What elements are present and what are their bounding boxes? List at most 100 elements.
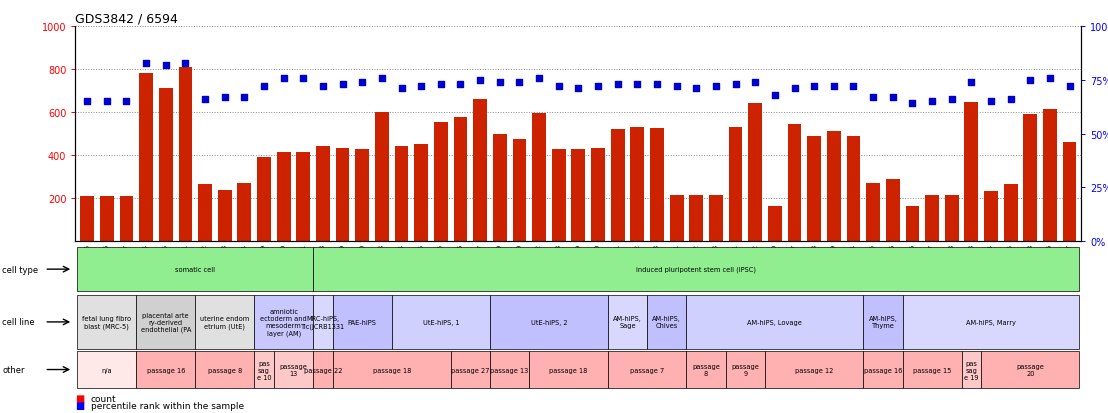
Point	[412, 84, 430, 90]
Point	[687, 86, 705, 93]
Point	[511, 79, 529, 86]
Point	[157, 62, 175, 69]
Point	[176, 60, 194, 66]
Bar	[297, 152, 310, 242]
Point	[295, 75, 312, 82]
Text: passage
20: passage 20	[1016, 363, 1044, 376]
Point	[452, 81, 470, 88]
Text: other: other	[2, 365, 24, 374]
Bar	[748, 104, 762, 242]
Bar	[493, 134, 506, 242]
Bar	[473, 100, 488, 242]
Text: passage 15: passage 15	[913, 367, 952, 373]
Bar	[572, 149, 585, 242]
Text: AM-hiPS, Marry: AM-hiPS, Marry	[966, 319, 1016, 325]
Bar	[905, 206, 920, 242]
Bar	[611, 130, 625, 242]
Text: somatic cell: somatic cell	[175, 266, 215, 273]
Bar	[532, 114, 546, 242]
Text: UtE-hiPS, 2: UtE-hiPS, 2	[531, 319, 567, 325]
Point	[982, 99, 999, 105]
Point	[531, 75, 548, 82]
Point	[275, 75, 293, 82]
Point	[648, 81, 666, 88]
Text: passage 18: passage 18	[550, 367, 587, 373]
Bar	[847, 136, 860, 242]
Text: passage
13: passage 13	[279, 363, 307, 376]
Text: count: count	[91, 394, 116, 403]
Text: placental arte
ry-derived
endothelial (PA: placental arte ry-derived endothelial (P…	[141, 312, 191, 332]
Point	[79, 99, 96, 105]
Text: fetal lung fibro
blast (MRC-5): fetal lung fibro blast (MRC-5)	[82, 316, 132, 329]
Point	[98, 99, 115, 105]
Point	[608, 81, 626, 88]
Point	[884, 95, 902, 101]
Point	[707, 84, 725, 90]
Bar	[158, 89, 173, 242]
Bar	[1063, 143, 1077, 242]
Text: cell line: cell line	[2, 318, 34, 327]
Text: passage
8: passage 8	[692, 363, 720, 376]
Bar	[198, 185, 212, 242]
Bar	[925, 195, 938, 242]
Text: PAE-hiPS: PAE-hiPS	[348, 319, 377, 325]
Point	[903, 101, 921, 107]
Text: percentile rank within the sample: percentile rank within the sample	[91, 401, 244, 410]
Text: amniotic
ectoderm and
mesoderm
layer (AM): amniotic ectoderm and mesoderm layer (AM…	[260, 309, 307, 336]
Text: cell type: cell type	[2, 265, 39, 274]
Bar	[375, 113, 389, 242]
Bar	[630, 128, 644, 242]
Point	[471, 77, 489, 84]
Text: passage 7: passage 7	[630, 367, 665, 373]
Point	[1060, 84, 1078, 90]
Bar	[1024, 115, 1037, 242]
Text: pas
sag
e 10: pas sag e 10	[257, 360, 271, 380]
Text: passage 16: passage 16	[146, 367, 185, 373]
Bar	[984, 191, 998, 242]
Bar	[552, 149, 565, 242]
Point	[550, 84, 567, 90]
Bar	[1004, 185, 1017, 242]
Text: passage
9: passage 9	[731, 363, 759, 376]
Point	[864, 95, 882, 101]
Bar	[866, 184, 880, 242]
Text: passage 13: passage 13	[491, 367, 529, 373]
Point	[491, 79, 509, 86]
Bar	[453, 118, 468, 242]
Bar	[257, 158, 270, 242]
Bar	[100, 197, 114, 242]
Bar	[1043, 109, 1057, 242]
Point	[117, 99, 135, 105]
Point	[334, 81, 351, 88]
Text: passage 18: passage 18	[372, 367, 411, 373]
Point	[255, 84, 273, 90]
Text: induced pluripotent stem cell (iPSC): induced pluripotent stem cell (iPSC)	[636, 266, 757, 273]
Point	[628, 81, 646, 88]
Bar	[768, 206, 782, 242]
Text: uterine endom
etrium (UtE): uterine endom etrium (UtE)	[201, 316, 249, 329]
Point	[236, 95, 254, 101]
Bar	[414, 145, 428, 242]
Point	[923, 99, 941, 105]
Point	[432, 81, 450, 88]
Text: passage 22: passage 22	[304, 367, 342, 373]
Text: n/a: n/a	[102, 367, 112, 373]
Point	[786, 86, 803, 93]
Point	[589, 84, 607, 90]
Bar	[689, 195, 704, 242]
Point	[963, 79, 981, 86]
Bar	[218, 190, 232, 242]
Bar	[237, 184, 252, 242]
Point	[825, 84, 843, 90]
Bar	[729, 128, 742, 242]
Bar	[80, 197, 94, 242]
Bar	[178, 68, 193, 242]
Text: passage 16: passage 16	[864, 367, 902, 373]
Point	[1042, 75, 1059, 82]
Bar	[277, 152, 290, 242]
Text: GDS3842 / 6594: GDS3842 / 6594	[75, 13, 178, 26]
Bar	[336, 148, 349, 242]
Bar	[827, 132, 841, 242]
Bar	[669, 195, 684, 242]
Text: passage 8: passage 8	[207, 367, 242, 373]
